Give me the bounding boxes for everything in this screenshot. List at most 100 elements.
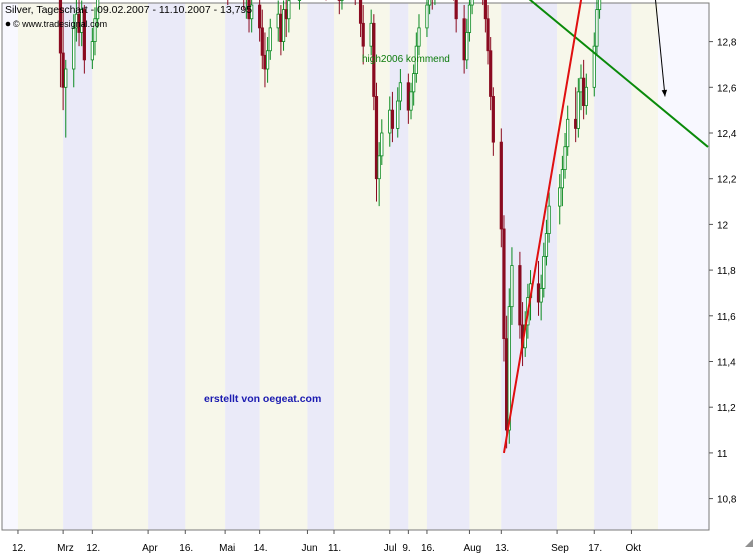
candle-body <box>250 4 254 20</box>
y-tick-label: 10,8 <box>717 495 737 506</box>
candle-body <box>64 68 68 88</box>
candle-body <box>396 100 400 129</box>
date-band <box>408 3 427 530</box>
green-trendline <box>528 0 709 148</box>
date-band <box>469 3 502 530</box>
candle-body <box>82 9 86 61</box>
candle-body <box>574 118 578 129</box>
date-band <box>389 3 409 530</box>
candle-body <box>425 4 429 29</box>
source-text: © www.tradesignal.com <box>13 19 107 29</box>
candle-body <box>597 0 602 11</box>
y-axis: 10,8 11 11,2 11,4 11,6 11,8 12 12,2 12,4 12,6 12,8… <box>709 0 737 506</box>
x-tick-label: 11. <box>328 543 341 554</box>
x-tick-label: 12. <box>86 543 100 554</box>
projection-arrows <box>655 0 668 97</box>
candle-body <box>96 0 100 20</box>
x-tick-label: 14. <box>254 543 268 554</box>
x-tick-label: Okt <box>625 543 641 554</box>
candle-body <box>563 146 567 170</box>
date-band <box>259 3 308 530</box>
x-tick-label: 16. <box>421 543 435 554</box>
candle-body <box>417 27 421 47</box>
x-axis: 12. Mrz 12. Apr 16. Mai 14. Jun 11. Jul 9. 16. Aug 13… <box>12 530 641 554</box>
candle-body <box>268 27 272 52</box>
trendlines <box>502 0 709 454</box>
candle-body <box>409 91 413 111</box>
x-tick-label: 13. <box>495 543 509 554</box>
candle-body <box>465 32 469 61</box>
projection-arrow <box>655 0 666 97</box>
trendline-label: high2006 kommend <box>362 54 450 65</box>
candle-body <box>558 187 562 207</box>
date-band <box>225 3 260 530</box>
candle-body <box>390 109 395 129</box>
x-tick-label: Sep <box>551 543 569 554</box>
candle-body <box>260 27 264 56</box>
candle-body <box>428 0 432 6</box>
candle-body <box>377 155 381 180</box>
candle-body <box>58 0 63 54</box>
candle-body <box>539 287 543 303</box>
candle-body <box>595 9 599 47</box>
x-tick-label: 9. <box>402 543 410 554</box>
candle-body <box>499 141 503 230</box>
candle-body <box>276 13 280 29</box>
candle-body <box>576 91 580 129</box>
x-tick-label: Jul <box>384 543 397 554</box>
candle-body <box>544 233 549 257</box>
date-band <box>594 3 632 530</box>
x-tick-label: 16. <box>179 543 193 554</box>
candle-body <box>258 4 262 29</box>
date-band <box>557 3 595 530</box>
candle-body <box>247 0 251 20</box>
candle-body <box>263 54 267 70</box>
y-tick-label: 12,4 <box>717 129 737 140</box>
candle-body <box>489 50 493 97</box>
candle-body <box>369 22 373 47</box>
candle-body <box>398 82 402 102</box>
candle-body <box>462 18 466 61</box>
candle-body <box>510 265 514 308</box>
chart-title: Silver, Tageschart - 09.02.2007 - 11.10.… <box>5 4 252 16</box>
candle-body <box>414 45 418 74</box>
candle-body <box>584 86 588 106</box>
candle-body <box>518 265 522 326</box>
date-band <box>426 3 470 530</box>
y-tick-label: 11,6 <box>717 312 736 323</box>
date-band <box>17 3 64 530</box>
y-tick-label: 11 <box>717 449 728 460</box>
y-tick-label: 12,6 <box>717 83 737 94</box>
candle-body <box>566 118 570 148</box>
candle-body <box>454 0 458 20</box>
candle-body <box>281 9 286 42</box>
candle-body <box>560 169 564 189</box>
date-band <box>185 3 226 530</box>
candle-body <box>358 0 363 24</box>
y-tick-label: 12 <box>717 220 729 231</box>
y-tick-label: 11,2 <box>717 403 736 414</box>
x-tick-label: Aug <box>463 543 481 554</box>
candle-body <box>372 22 376 97</box>
candle-body <box>582 77 586 106</box>
candle-body <box>486 18 490 52</box>
y-tick-label: 11,4 <box>717 358 736 369</box>
candle-body <box>287 0 291 20</box>
candle-body <box>374 96 379 180</box>
y-tick-label: 11,8 <box>717 266 736 277</box>
candle-body <box>491 96 495 143</box>
candle-body <box>536 283 541 303</box>
candle-body <box>483 0 487 20</box>
date-band <box>631 3 658 530</box>
date-band <box>63 3 93 530</box>
candle-body <box>467 4 472 33</box>
candle-body <box>592 45 596 88</box>
x-tick-label: Mai <box>219 543 235 554</box>
candle-body <box>266 50 270 70</box>
candle-body <box>542 255 546 289</box>
y-tick-label: 12,8 <box>717 38 737 49</box>
candle-body <box>90 41 94 61</box>
date-band <box>148 3 186 530</box>
candlestick-series <box>58 0 602 449</box>
